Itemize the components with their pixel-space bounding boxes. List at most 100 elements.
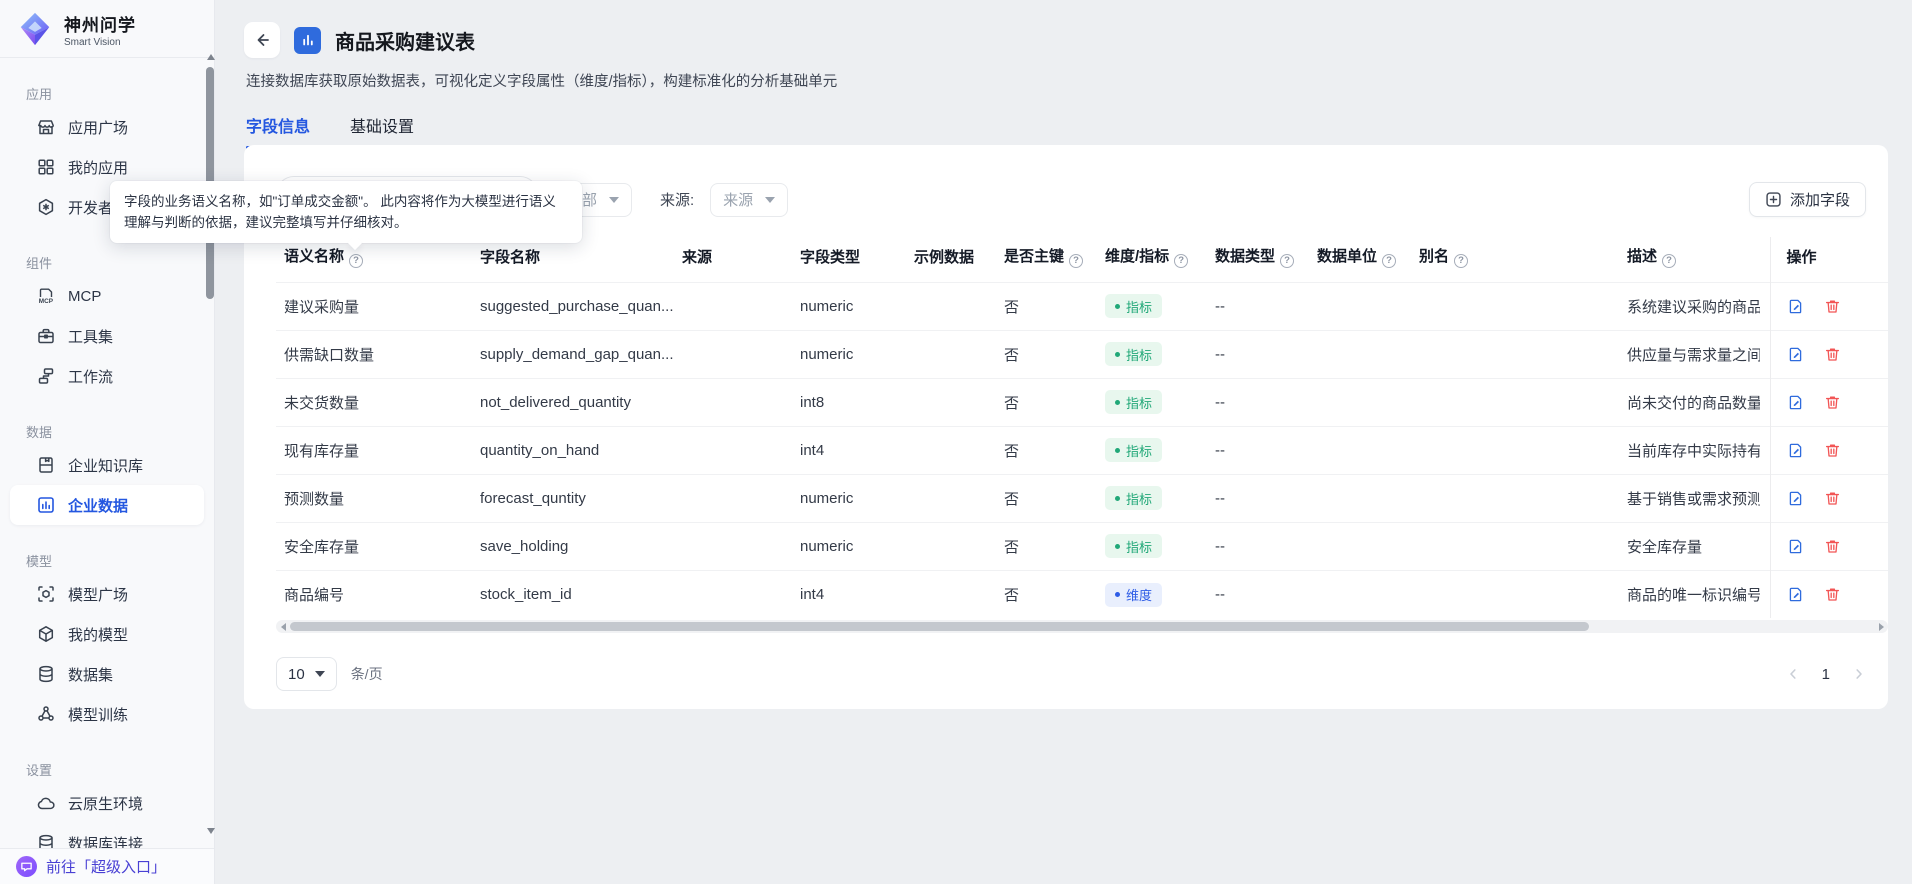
scroll-up-arrow-icon[interactable]	[206, 54, 215, 60]
edit-icon[interactable]	[1787, 346, 1804, 363]
page-size-select[interactable]: 10	[276, 657, 337, 692]
col-field-name: 字段名称	[480, 248, 541, 266]
sidebar-item-workflow[interactable]: 工作流	[10, 356, 204, 396]
table-row: 预测数量 forecast_quntity numeric 否 指标 -- 基于…	[276, 473, 1888, 523]
fields-table: 语义名称 字段名称 来源 字段类型 示例数据 是否主键 维度/指标 数据类型 数…	[276, 237, 1888, 619]
table-row: 未交货数量 not_delivered_quantity int8 否 指标 -…	[276, 377, 1888, 427]
sidebar-item-label: 模型训练	[68, 706, 129, 724]
sidebar-item-my-models[interactable]: 我的模型	[10, 614, 204, 654]
scroll-down-arrow-icon	[206, 828, 215, 834]
metric-badge: 指标	[1105, 342, 1163, 367]
main-content: 商品采购建议表 连接数据库获取原始数据表，可视化定义字段属性（维度/指标），构建…	[216, 0, 1912, 884]
tab-bar: 字段信息 基础设置	[246, 113, 1912, 149]
table-app-icon	[294, 26, 321, 54]
add-field-label: 添加字段	[1789, 192, 1850, 209]
sidebar-item-dataset[interactable]: 数据集	[10, 654, 204, 694]
delete-icon[interactable]	[1824, 346, 1841, 363]
sidebar-item-label: 我的模型	[68, 626, 129, 644]
per-page-label: 条/页	[350, 666, 383, 683]
tab-basic-settings[interactable]: 基础设置	[350, 119, 415, 136]
delete-icon[interactable]	[1824, 538, 1841, 555]
metric-badge: 指标	[1105, 534, 1163, 559]
help-icon[interactable]	[349, 253, 364, 268]
dimension-badge: 维度	[1105, 582, 1163, 607]
source-filter-select[interactable]: 来源	[710, 182, 789, 217]
horizontal-scrollbar[interactable]	[276, 620, 1888, 634]
table-row: 商品编号 stock_item_id int4 否 维度 -- 商品的唯一标识编…	[276, 569, 1888, 619]
page-subtitle: 连接数据库获取原始数据表，可视化定义字段属性（维度/指标），构建标准化的分析基础…	[246, 74, 838, 90]
metric-badge: 指标	[1105, 390, 1163, 415]
model-plaza-icon	[38, 586, 54, 602]
scroll-right-arrow-icon[interactable]	[1874, 622, 1888, 631]
sidebar-item-model-plaza[interactable]: 模型广场	[10, 574, 204, 614]
divider	[0, 57, 214, 58]
help-icon[interactable]	[1174, 253, 1189, 268]
edit-icon[interactable]	[1787, 538, 1804, 555]
col-field-type: 字段类型	[800, 248, 861, 266]
delete-icon[interactable]	[1824, 586, 1841, 603]
sidebar-item-knowledge-base[interactable]: 企业知识库	[10, 445, 204, 485]
edit-icon[interactable]	[1787, 490, 1804, 507]
sidebar-item-label: 应用广场	[68, 119, 129, 137]
metric-badge: 指标	[1105, 294, 1163, 319]
table-row: 建议采购量 suggested_purchase_quan... numeric…	[276, 281, 1888, 331]
help-icon[interactable]	[1069, 253, 1084, 268]
delete-icon[interactable]	[1824, 394, 1841, 411]
sidebar-item-label: 工具集	[68, 328, 114, 346]
section-label-models: 模型	[26, 554, 53, 569]
brand-diamond-icon	[20, 12, 50, 46]
col-data-type: 数据类型	[1215, 248, 1276, 265]
cloud-icon	[37, 797, 55, 810]
sidebar-item-label: 模型广场	[68, 586, 129, 604]
add-field-button[interactable]: 添加字段	[1748, 182, 1866, 217]
chevron-down-icon	[765, 196, 776, 203]
prev-page-button[interactable]	[1786, 667, 1800, 681]
super-entrance-link[interactable]: 前往「超级入口」	[0, 848, 214, 884]
page-number[interactable]: 1	[1821, 665, 1830, 683]
edit-icon[interactable]	[1787, 394, 1804, 411]
help-icon[interactable]	[1280, 253, 1295, 268]
sidebar-item-label: 工作流	[68, 368, 114, 386]
section-label-components: 组件	[26, 256, 53, 271]
sidebar-item-model-training[interactable]: 模型训练	[10, 694, 204, 734]
tab-field-info[interactable]: 字段信息	[246, 113, 311, 149]
help-icon[interactable]	[1382, 253, 1397, 268]
edit-icon[interactable]	[1787, 298, 1804, 315]
sidebar-item-label: 企业数据	[68, 497, 129, 515]
back-button[interactable]	[244, 22, 280, 58]
sidebar-item-toolset[interactable]: 工具集	[10, 316, 204, 356]
sidebar-item-enterprise-data[interactable]: 企业数据	[10, 485, 204, 525]
section-label-apps: 应用	[26, 87, 53, 102]
brand-tagline: Smart Vision	[64, 36, 121, 48]
content-card: 全部 来源: 来源 添加字段 语义名称	[244, 145, 1888, 709]
brand-logo: 神州问学 Smart Vision	[0, 0, 214, 57]
help-icon[interactable]	[1662, 253, 1677, 268]
sidebar-item-my-apps[interactable]: 我的应用	[10, 147, 204, 187]
scrollbar-thumb[interactable]	[290, 622, 1589, 632]
knowledge-book-icon	[39, 457, 53, 473]
super-entrance-icon	[16, 856, 37, 877]
sidebar-item-cloud-native[interactable]: 云原生环境	[10, 783, 204, 823]
metric-badge: 指标	[1105, 486, 1163, 511]
grid-icon	[38, 159, 54, 175]
next-page-button[interactable]	[1852, 667, 1866, 681]
plus-square-icon	[1766, 192, 1781, 207]
sidebar-item-mcp[interactable]: MCP MCP	[10, 276, 204, 316]
barchart-icon	[38, 497, 54, 513]
source-filter-value: 来源	[723, 192, 754, 209]
delete-icon[interactable]	[1824, 298, 1841, 315]
edit-icon[interactable]	[1787, 442, 1804, 459]
edit-icon[interactable]	[1787, 586, 1804, 603]
delete-icon[interactable]	[1824, 490, 1841, 507]
col-dim-metric: 维度/指标	[1105, 248, 1170, 265]
sidebar-item-app-plaza[interactable]: 应用广场	[10, 107, 204, 147]
col-semantic-name: 语义名称	[284, 248, 345, 265]
cube-icon	[38, 626, 54, 642]
scroll-down-arrow[interactable]	[206, 828, 215, 834]
delete-icon[interactable]	[1824, 442, 1841, 459]
scroll-left-arrow-icon[interactable]	[276, 622, 290, 631]
help-icon[interactable]	[1454, 253, 1469, 268]
back-arrow-icon	[257, 34, 269, 46]
sidebar-scrollbar[interactable]	[206, 54, 215, 299]
section-label-settings: 设置	[26, 763, 53, 778]
